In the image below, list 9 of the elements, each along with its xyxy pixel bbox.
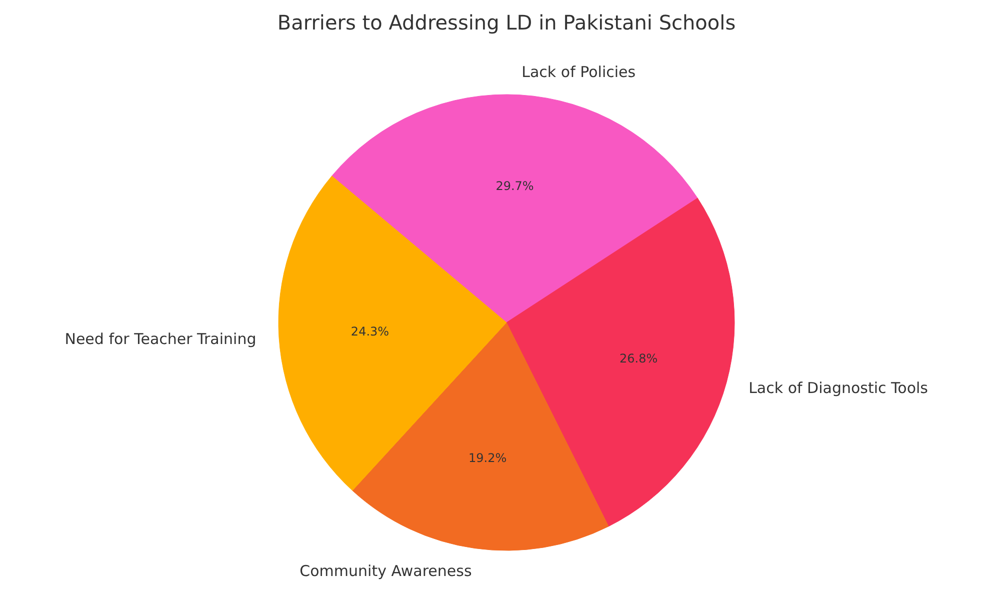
data-label: 26.8%: [619, 351, 658, 366]
slice-label: Lack of Diagnostic Tools: [748, 379, 928, 398]
data-label: 19.2%: [468, 450, 507, 465]
data-label: 29.7%: [496, 178, 534, 193]
slice-label: Need for Teacher Training: [64, 330, 256, 348]
slice-label: Lack of Policies: [522, 63, 636, 82]
chart-title: Barriers to Addressing LD in Pakistani Schools: [277, 10, 736, 34]
slice-label: Community Awareness: [300, 562, 472, 580]
data-label: 24.3%: [350, 324, 390, 338]
